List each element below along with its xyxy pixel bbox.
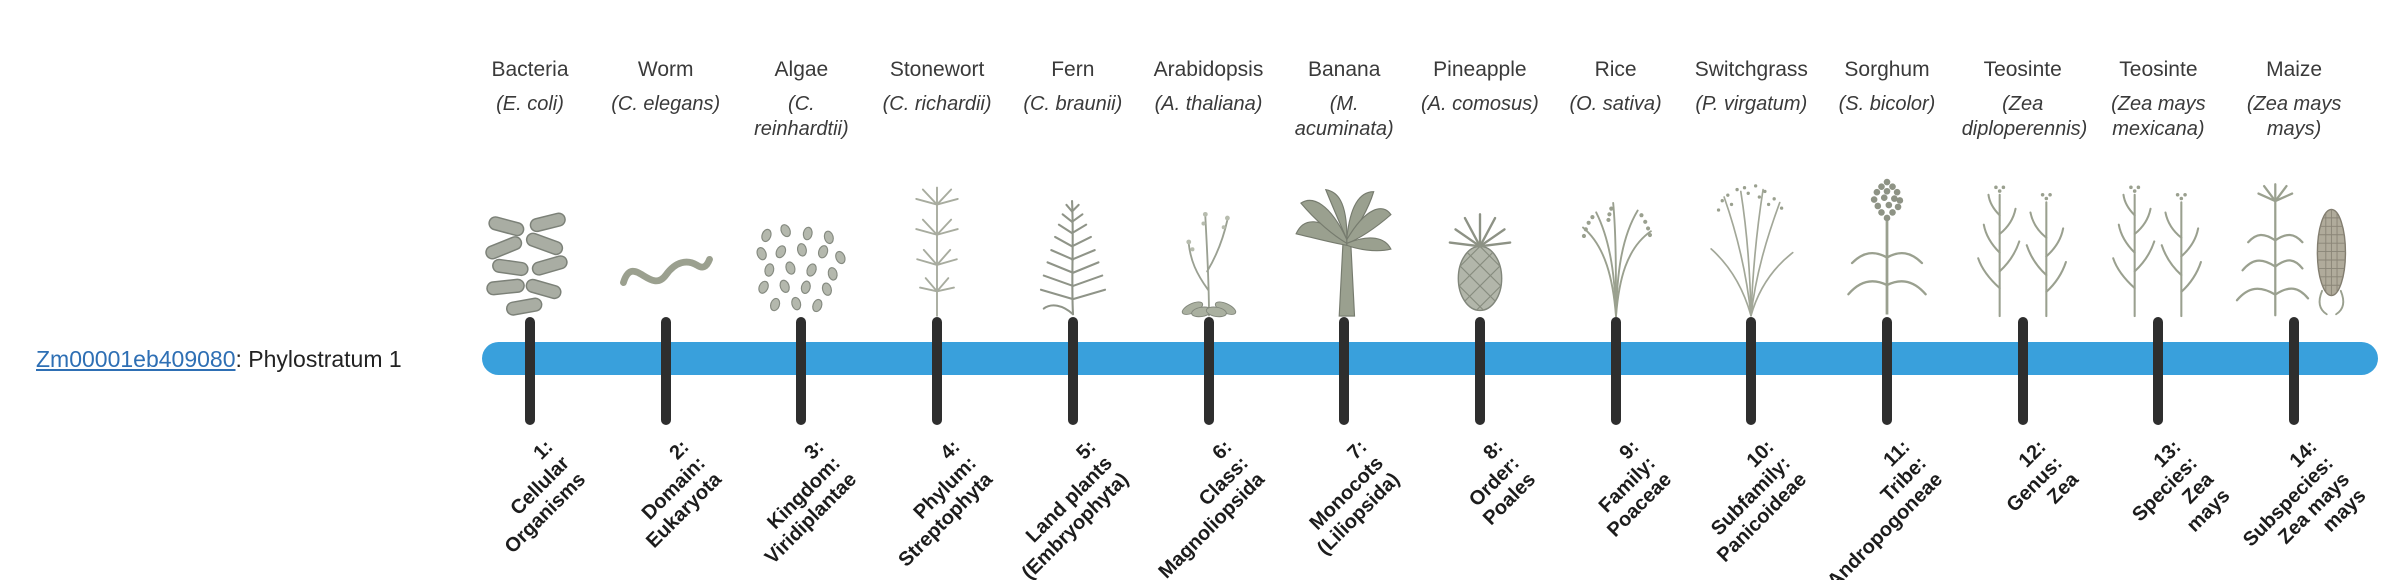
taxon-scientific-name: (Zea diploperennis) bbox=[1961, 93, 2088, 140]
teosinte-icon bbox=[1948, 166, 2098, 318]
bacteria-icon bbox=[455, 166, 605, 318]
worm-icon bbox=[591, 166, 741, 318]
taxon-column: Bacteria (E. coli) 1: Cellular Organisms bbox=[455, 0, 605, 580]
timeline-tick bbox=[2017, 317, 2028, 425]
taxon-common-name: Pineapple bbox=[1433, 58, 1527, 81]
taxon-scientific-name: (A. thaliana) bbox=[1154, 93, 1263, 115]
timeline-tick bbox=[660, 317, 671, 425]
maize-icon bbox=[2219, 166, 2369, 318]
taxon-common-name: Worm bbox=[637, 58, 694, 81]
taxon-scientific-name: (S. bicolor) bbox=[1838, 93, 1936, 115]
taxon-scientific-name: (C. reinhardtii) bbox=[754, 93, 849, 140]
taxon-column: Worm (C. elegans) 2: Domain: Eukaryota bbox=[591, 0, 741, 580]
taxon-column: Teosinte (Zea mays mexicana) 13: Species… bbox=[2083, 0, 2235, 580]
algae-icon bbox=[726, 166, 876, 318]
taxon-column: Sorghum (S. bicolor) 11: Tribe: Andropog… bbox=[1812, 0, 1962, 580]
taxon-scientific-name: (P. virgatum) bbox=[1695, 93, 1808, 115]
taxon-column: Teosinte (Zea diploperennis) 12: Genus: … bbox=[1948, 0, 2098, 580]
timeline-tick bbox=[1474, 317, 1485, 425]
taxon-common-name: Stonewort bbox=[889, 58, 985, 81]
taxon-common-name: Algae bbox=[774, 58, 829, 81]
taxon-common-name: Teosinte bbox=[1983, 58, 2062, 81]
sorghum-icon bbox=[1812, 166, 1962, 318]
timeline-tick bbox=[1339, 317, 1350, 425]
taxon-column: Pineapple (A. comosus) 8: Order: Poales bbox=[1405, 0, 1555, 580]
timeline-tick bbox=[796, 317, 807, 425]
taxon-scientific-name: (C. braunii) bbox=[1023, 93, 1123, 115]
taxon-scientific-name: (E. coli) bbox=[496, 93, 564, 115]
taxon-common-name: Switchgrass bbox=[1694, 58, 1808, 81]
timeline-tick bbox=[1746, 317, 1757, 425]
timeline-tick bbox=[1067, 317, 1078, 425]
banana-icon bbox=[1269, 166, 1419, 318]
taxon-scientific-name: (A. comosus) bbox=[1420, 93, 1539, 115]
taxon-common-name: Rice bbox=[1594, 58, 1637, 81]
taxon-common-name: Fern bbox=[1051, 58, 1095, 81]
switchgrass-icon bbox=[1676, 166, 1826, 318]
gene-label: Zm00001eb409080: Phylostratum 1 bbox=[36, 346, 402, 373]
taxon-scientific-name: (M. acuminata) bbox=[1294, 93, 1394, 140]
timeline-tick bbox=[1203, 317, 1214, 425]
timeline-tick bbox=[932, 317, 943, 425]
timeline-tick bbox=[1882, 317, 1892, 425]
taxon-common-name: Bacteria bbox=[491, 58, 569, 81]
taxon-column: Arabidopsis (A. thaliana) 6: Class: Magn… bbox=[1134, 0, 1284, 580]
gene-id-link[interactable]: Zm00001eb409080 bbox=[36, 346, 236, 372]
fern-icon bbox=[998, 166, 1148, 318]
taxon-common-name: Maize bbox=[2266, 58, 2323, 81]
taxon-column: Fern (C. braunii) 5: Land plants (Embryo… bbox=[998, 0, 1148, 580]
taxon-common-name: Sorghum bbox=[1844, 58, 1930, 81]
taxon-scientific-name: (C. richardii) bbox=[882, 93, 992, 115]
taxon-scientific-name: (O. sativa) bbox=[1569, 93, 1662, 115]
taxon-column: Stonewort (C. richardii) 4: Phylum: Stre… bbox=[862, 0, 1012, 580]
stonewort-icon bbox=[862, 166, 1012, 318]
taxon-common-name: Banana bbox=[1307, 58, 1381, 81]
timeline-tick bbox=[2289, 317, 2300, 425]
rice-icon bbox=[1541, 166, 1691, 318]
taxon-scientific-name: (Zea mays mexicana) bbox=[2111, 93, 2206, 140]
taxon-common-name: Teosinte bbox=[2119, 58, 2198, 81]
taxon-column: Maize (Zea mays mays) 14: Subspecies: Ze… bbox=[2219, 0, 2370, 580]
taxon-scientific-name: (Zea mays mays) bbox=[2246, 93, 2342, 140]
taxon-common-name: Arabidopsis bbox=[1153, 58, 1264, 81]
timeline-tick bbox=[1610, 317, 1621, 425]
taxon-scientific-name: (C. elegans) bbox=[611, 93, 721, 115]
taxon-column: Rice (O. sativa) 9: Family: Poaceae bbox=[1541, 0, 1691, 580]
timeline-tick bbox=[2153, 317, 2164, 425]
pineapple-icon bbox=[1405, 166, 1555, 318]
taxon-column: Switchgrass (P. virgatum) 10: Subfamily:… bbox=[1676, 0, 1826, 580]
taxon-column: Banana (M. acuminata) 7: Monocots (Lilio… bbox=[1269, 0, 1419, 580]
timeline-tick bbox=[525, 317, 535, 425]
gene-label-suffix: : Phylostratum 1 bbox=[235, 346, 402, 372]
arabidopsis-icon bbox=[1134, 166, 1284, 318]
teosinte-icon bbox=[2083, 166, 2233, 318]
taxon-column: Algae (C. reinhardtii) 3: Kingdom: Virid… bbox=[726, 0, 876, 580]
